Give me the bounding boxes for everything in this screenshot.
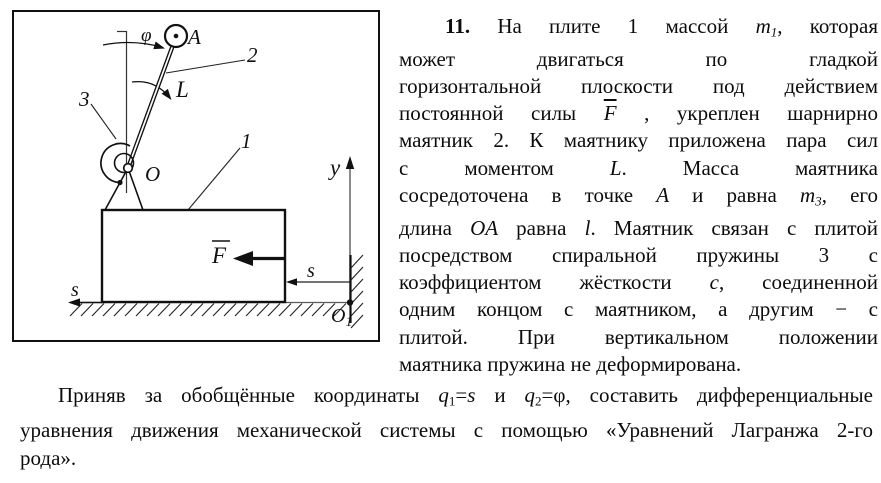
origin-o1-main: O	[331, 305, 345, 327]
text-segment: сосредоточена в точке	[399, 182, 657, 207]
text-segment: l	[584, 215, 591, 240]
problem-line: маятника пружина не деформирована.	[399, 351, 878, 378]
text-segment: , укреплен шарнирно	[616, 101, 878, 126]
force-f-arrowhead	[233, 251, 253, 266]
label-1-pointer	[187, 147, 241, 211]
problem-line: маятник 2. К маятнику приложена пара сил	[399, 127, 878, 154]
problem-line: коэффициентом жёсткости c, соединенной	[399, 269, 878, 296]
plate-body	[100, 208, 287, 304]
text-segment: , его	[821, 182, 878, 207]
ground-hatching	[69, 303, 347, 317]
pivot-support	[104, 167, 144, 211]
text-segment: может двигаться по гладкой	[399, 46, 878, 71]
text-segment: c	[709, 270, 719, 295]
origin-o1-label: O1	[331, 305, 352, 330]
text-segment: F	[603, 101, 617, 126]
y-axis-arrowhead	[345, 156, 355, 169]
problem-line: длина OA равна l. Маятник связан с плито…	[399, 215, 878, 242]
moment-l-arrowhead	[161, 88, 172, 100]
plate-1-label: 1	[241, 129, 252, 153]
text-segment: 2	[534, 393, 542, 409]
text-segment: 3	[815, 193, 822, 209]
text-segment: равна	[498, 215, 585, 240]
origin-o1-dot	[346, 299, 354, 306]
problem-line: с моментом L. Масса маятника	[399, 155, 878, 182]
origin-o1-sub: 1	[345, 315, 352, 330]
text-segment: L	[609, 155, 622, 180]
text-segment: длина	[399, 215, 471, 240]
spiral-spring-inner	[113, 152, 135, 174]
text-segment: OA	[470, 215, 499, 240]
text-segment: s	[467, 383, 476, 407]
text-segment: коэффициентом жёсткости	[399, 270, 710, 295]
text-segment: постоянной силы	[399, 101, 604, 126]
text-segment: и равна	[669, 182, 800, 207]
spiral-spring-outer	[100, 142, 131, 184]
text-segment: и	[475, 383, 525, 407]
problem-line: сосредоточена в точке A и равна m3, его	[399, 182, 878, 215]
text-segment: A	[656, 182, 670, 207]
text-segment: плитой. При вертикальном положении	[399, 324, 878, 349]
text-segment: уравнения движения механической системы …	[20, 417, 873, 442]
s-lower-label: s	[71, 279, 79, 301]
force-f-label: F	[211, 243, 227, 268]
problem-line: постоянной силы F , укреплен шарнирно	[399, 100, 878, 127]
text-segment: одним концом с маятником, а другим − с	[399, 297, 878, 322]
text-segment: . Маятник связан с плитой	[590, 215, 879, 240]
text-segment: q	[524, 383, 535, 407]
text-segment: 1	[448, 393, 456, 409]
text-segment: m	[755, 14, 771, 38]
rod-2-label: 2	[247, 43, 258, 67]
figure-panel: φ A 2 L 3 O 1 F s s y O1	[0, 0, 390, 350]
s-upper-label: s	[307, 260, 315, 282]
label-2-pointer	[165, 59, 246, 74]
text-segment: маятник 2. К маятнику приложена пара сил	[399, 128, 878, 153]
problem-line: горизонтальной плоскости под действием	[399, 73, 878, 100]
problem-line: может двигаться по гладкой	[399, 46, 878, 73]
task-line: уравнения движения механической системы …	[20, 416, 873, 444]
text-segment: На плите 1 массой	[470, 14, 756, 38]
text-segment: =φ, составить дифференциальные	[541, 383, 873, 407]
text-segment: m	[800, 182, 816, 207]
pivot-o-label: O	[145, 162, 160, 186]
text-segment: =	[455, 383, 468, 407]
label-3-pointer	[90, 103, 117, 140]
moment-l-label: L	[175, 77, 189, 102]
task-line: Приняв за обобщённые координаты q1=s и q…	[20, 381, 873, 416]
pivot-o	[122, 162, 134, 174]
text-segment: 1	[770, 24, 778, 40]
s-displacement-arrowhead	[286, 278, 297, 286]
pendulum-rod-inner	[127, 44, 174, 169]
text-segment: , которая	[777, 14, 878, 38]
phi-label: φ	[141, 25, 152, 46]
task-text: Приняв за обобщённые координаты q1=s и q…	[20, 381, 873, 473]
spring-end-dot	[117, 179, 123, 186]
text-segment: q	[438, 383, 449, 407]
problem-text: 11. На плите 1 массой m1, которая может …	[399, 13, 878, 378]
mass-a-label: A	[186, 25, 201, 49]
y-axis-label: y	[328, 155, 341, 180]
problem-line: одним концом с маятником, а другим − с	[399, 296, 878, 323]
mass-point-a-center	[173, 33, 179, 39]
text-segment: , соединенной	[718, 270, 878, 295]
text-segment: маятника пружина не деформирована.	[399, 351, 742, 376]
text-segment: 11.	[445, 14, 471, 38]
problem-line: плитой. При вертикальном положении	[399, 324, 878, 351]
problem-line: посредством спиральной пружины 3 с	[399, 242, 878, 269]
wall-hatching	[350, 254, 364, 329]
task-line: рода».	[20, 444, 873, 472]
text-segment: Приняв за обобщённые координаты	[58, 383, 439, 407]
text-segment: с моментом	[399, 155, 610, 180]
spring-3-label: 3	[78, 87, 90, 111]
text-segment: посредством спиральной пружины 3 с	[399, 242, 878, 267]
phi-arc-arrowhead	[153, 41, 165, 50]
problem-line: 11. На плите 1 массой m1, которая	[399, 13, 878, 46]
text-segment: рода».	[20, 446, 77, 471]
text-segment: . Масса маятника	[621, 155, 878, 180]
s-axis-arrowhead	[68, 298, 80, 307]
mechanics-diagram: φ A 2 L 3 O 1 F s s y O1	[12, 10, 380, 342]
text-segment: горизонтальной плоскости под действием	[399, 74, 878, 99]
